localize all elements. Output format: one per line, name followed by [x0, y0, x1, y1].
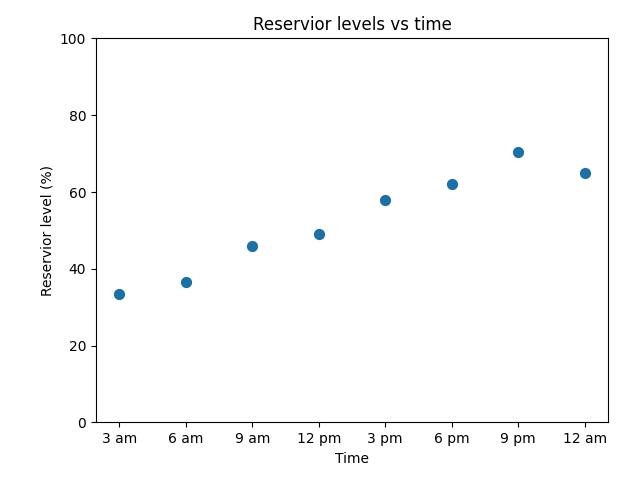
Y-axis label: Reservior level (%): Reservior level (%): [40, 165, 54, 296]
Point: [114, 290, 124, 298]
Point: [580, 169, 590, 177]
Title: Reservior levels vs time: Reservior levels vs time: [253, 16, 451, 34]
X-axis label: Time: Time: [335, 452, 369, 466]
Point: [513, 148, 524, 156]
Point: [247, 242, 257, 250]
Point: [380, 196, 390, 204]
Point: [180, 278, 191, 286]
Point: [447, 180, 457, 188]
Point: [314, 230, 324, 238]
